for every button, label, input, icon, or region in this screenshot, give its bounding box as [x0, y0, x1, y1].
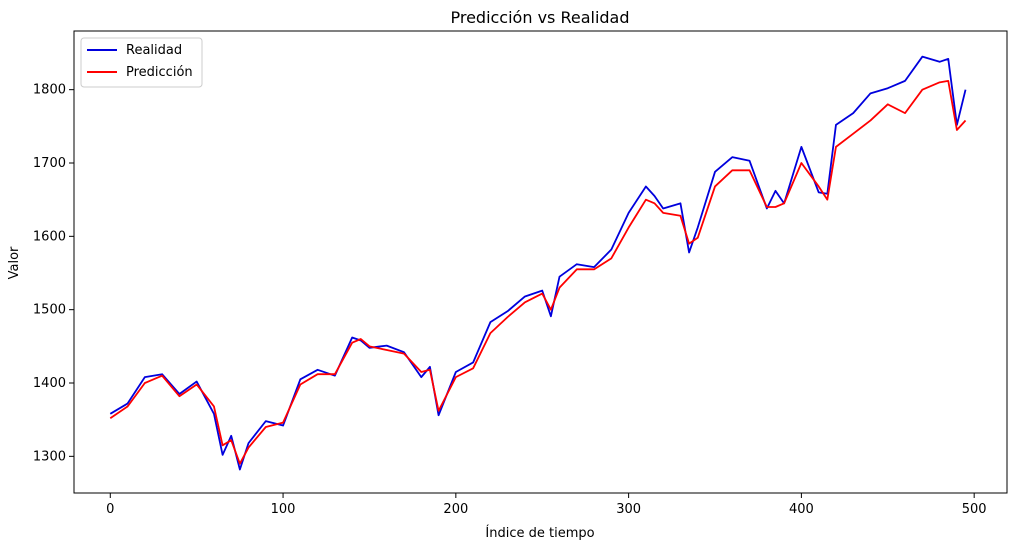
x-tick-label: 400 — [789, 502, 814, 517]
series-line-realidad — [109, 55, 967, 471]
x-tick-label: 300 — [616, 502, 641, 517]
y-axis-title: Valor — [7, 246, 22, 279]
plot-frame — [73, 30, 1008, 494]
x-tick-label: 0 — [106, 502, 114, 517]
series-layer — [109, 55, 967, 471]
legend: Realidad Predicción — [80, 37, 203, 88]
legend-label-prediccion: Predicción — [126, 65, 193, 80]
y-tick-label: 1500 — [33, 303, 66, 318]
y-tick-label: 1400 — [33, 376, 66, 391]
x-axis-ticks: 0 100 200 300 400 500 — [106, 493, 987, 517]
x-axis-title: Índice de tiempo — [485, 525, 594, 541]
x-tick-label: 500 — [962, 502, 987, 517]
y-tick-label: 1700 — [33, 156, 66, 171]
series-line-prediccion — [109, 79, 967, 465]
y-axis-ticks: 1300 1400 1500 1600 1700 1800 — [33, 83, 74, 464]
x-tick-label: 100 — [271, 502, 296, 517]
y-tick-label: 1300 — [33, 449, 66, 464]
legend-label-realidad: Realidad — [126, 43, 182, 58]
chart-title: Predicción vs Realidad — [450, 8, 629, 27]
x-tick-label: 200 — [443, 502, 468, 517]
y-tick-label: 1800 — [33, 83, 66, 98]
y-tick-label: 1600 — [33, 229, 66, 244]
